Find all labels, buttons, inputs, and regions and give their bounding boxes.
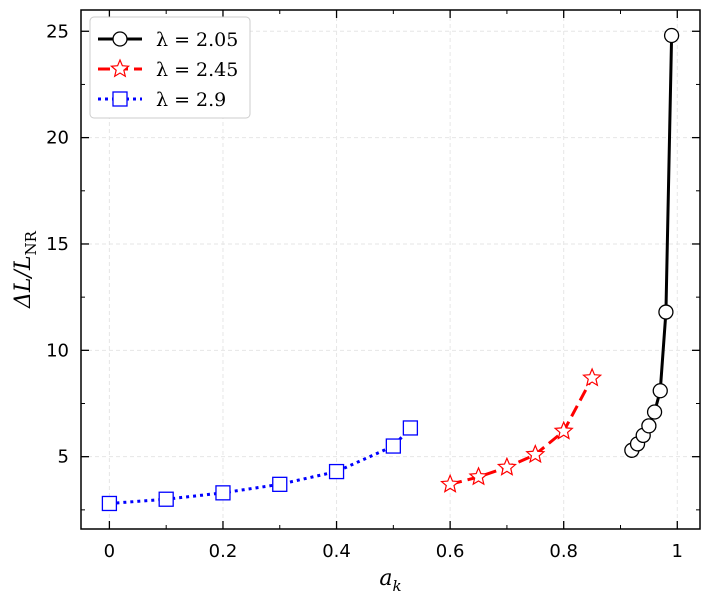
data-point: [158, 491, 174, 507]
y-tick-label: 20: [46, 128, 69, 149]
data-point: [101, 495, 118, 512]
y-axis-label: ΔL/LNR: [11, 230, 40, 309]
x-tick-label: 0.6: [436, 541, 465, 562]
data-point: [553, 420, 574, 440]
plot-frame: [80, 9, 701, 530]
data-point: [496, 456, 517, 476]
data-point: [109, 58, 131, 78]
x-axis-label: ak: [379, 566, 401, 595]
series-line: [109, 426, 412, 505]
data-point: [112, 91, 128, 107]
data-point: [658, 304, 674, 320]
series-1: [624, 27, 680, 458]
data-point: [215, 485, 231, 501]
y-tick-label: 5: [58, 447, 69, 468]
data-point: [385, 438, 401, 454]
x-tick-label: 0.8: [549, 541, 578, 562]
data-point: [272, 476, 288, 492]
legend-label: λ = 2.9: [156, 89, 226, 111]
y-tick-label: 10: [46, 340, 69, 361]
data-point: [663, 27, 680, 44]
data-point: [652, 383, 668, 399]
series-3: [101, 420, 419, 512]
x-tick-label: 0: [104, 541, 115, 562]
data-point: [641, 418, 657, 434]
legend-entry: λ = 2.05: [98, 29, 238, 51]
y-tick-label: 15: [46, 234, 69, 255]
data-point: [468, 466, 489, 486]
y-tick-label: 25: [46, 21, 69, 42]
data-point: [525, 443, 546, 464]
legend-entry: λ = 2.9: [98, 89, 226, 111]
legend-entry: λ = 2.45: [98, 58, 238, 81]
x-tick-label: 1: [672, 541, 683, 562]
data-point: [328, 463, 345, 480]
data-point: [402, 420, 419, 436]
series-line: [449, 377, 594, 486]
legend: λ = 2.05 λ = 2.45 λ = 2.9: [89, 16, 251, 119]
grid: [81, 10, 700, 529]
x-tick-label: 0.4: [322, 541, 351, 562]
series-layer: [101, 27, 680, 512]
data-point: [646, 404, 663, 420]
legend-box: [89, 16, 251, 119]
legend-label: λ = 2.05: [156, 29, 238, 51]
legend-label: λ = 2.45: [156, 59, 238, 81]
data-point: [112, 31, 128, 47]
series-2: [440, 367, 603, 493]
data-point: [440, 473, 461, 493]
x-tick-label: 0.2: [209, 541, 238, 562]
data-point: [582, 367, 603, 387]
